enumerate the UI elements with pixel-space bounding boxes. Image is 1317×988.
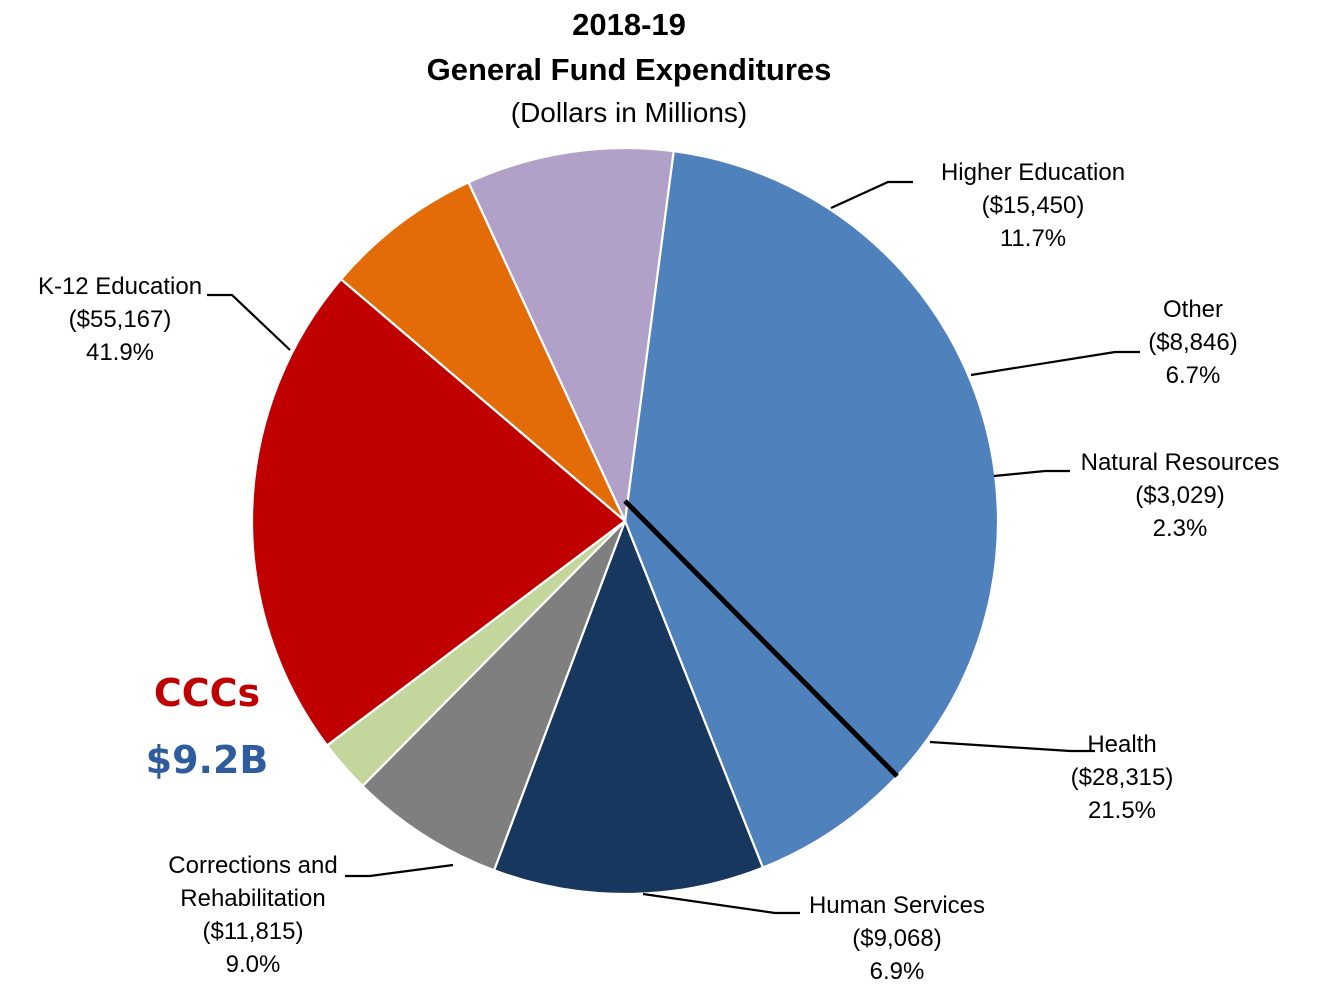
slice-label-health-line-1: ($28,315)	[1071, 764, 1174, 791]
pie-slices	[250, 146, 1000, 896]
slice-label-corrections-and-rehabilitation-line-0: Corrections and	[168, 852, 337, 879]
slice-label-k-12-education-line-2: 41.9%	[86, 339, 154, 366]
leader-line-corrections-and-rehabilitation	[345, 863, 454, 878]
leader-line-higher-education	[830, 180, 913, 210]
slice-label-human-services-line-1: ($9,068)	[852, 925, 941, 952]
leader-line-health	[929, 740, 1095, 753]
ccc-annotation-value: $9.2B	[146, 738, 269, 782]
slice-label-other-line-2: 6.7%	[1166, 362, 1221, 389]
slice-label-health-line-2: 21.5%	[1088, 797, 1156, 824]
slice-label-higher-education-line-2: 11.7%	[1000, 225, 1066, 252]
slice-label-corrections-and-rehabilitation-line-3: 9.0%	[226, 951, 281, 978]
chart-units-note: (Dollars in Millions)	[511, 97, 747, 128]
slice-label-human-services-line-0: Human Services	[809, 892, 985, 919]
slice-label-natural-resources-line-2: 2.3%	[1153, 515, 1208, 542]
ccc-annotation-label: CCCs	[154, 671, 260, 715]
leader-lines	[207, 180, 1140, 915]
slice-label-k-12-education-line-1: ($55,167)	[69, 306, 172, 333]
slice-labels: K-12 Education ($55,167) 41.9% Higher Educa…	[38, 159, 1279, 985]
pie-slice-health	[250, 277, 627, 747]
pie-slice-other	[360, 520, 627, 872]
slice-label-higher-education-line-0: Higher Education	[941, 159, 1125, 186]
slice-label-other-line-1: ($8,846)	[1148, 329, 1237, 356]
pie-slice-higher-education	[492, 517, 765, 896]
slice-label-higher-education-line-1: ($15,450)	[982, 192, 1085, 219]
slice-label-health-line-0: Health	[1087, 731, 1156, 758]
slice-label-other-line-0: Other	[1163, 296, 1223, 323]
pie-slice-human-services	[339, 180, 626, 522]
chart-subtitle: General Fund Expenditures	[427, 52, 832, 87]
leader-line-k-12-education	[207, 293, 291, 351]
slice-label-corrections-and-rehabilitation-line-2: ($11,815)	[203, 918, 304, 945]
ccc-divider-line	[623, 499, 899, 778]
slice-label-human-services-line-2: 6.9%	[870, 958, 925, 985]
slice-label-natural-resources-line-0: Natural Resources	[1081, 449, 1280, 476]
chart-title: 2018-19	[572, 7, 686, 42]
slice-label-k-12-education-line-0: K-12 Education	[38, 273, 202, 300]
pie-slice-corrections-and-rehabilitation	[467, 146, 675, 525]
leader-line-human-services	[642, 892, 800, 915]
slice-label-natural-resources-line-1: ($3,029)	[1135, 482, 1224, 509]
leader-line-natural-resources	[993, 469, 1070, 478]
slice-label-corrections-and-rehabilitation-line-1: Rehabilitation	[180, 885, 325, 912]
leader-line-other	[970, 350, 1140, 377]
